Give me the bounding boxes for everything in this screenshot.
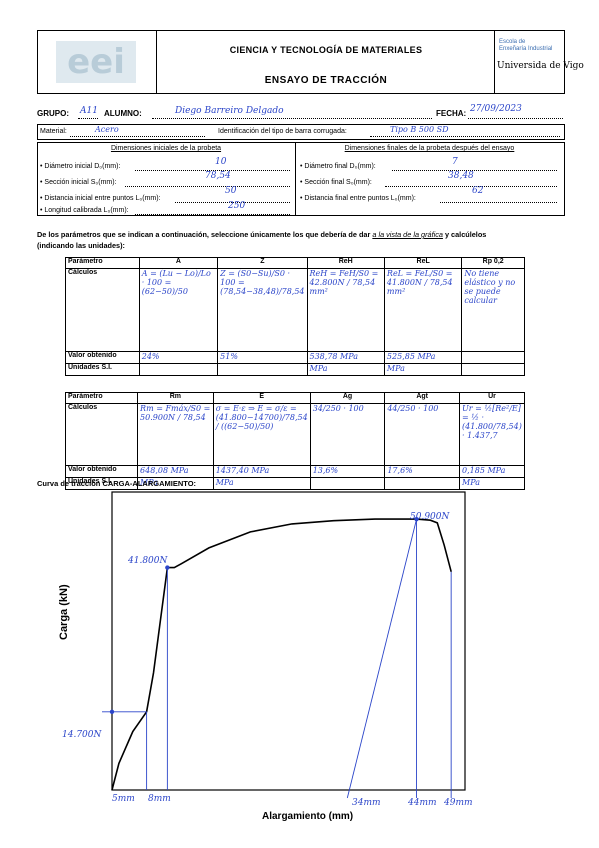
chart-xlabel: Alargamiento (mm)	[262, 811, 354, 822]
school-line1: Escola de	[499, 39, 526, 45]
x-annotation-44mm: 44mm	[408, 798, 437, 808]
school-line2: Enxeñaría Industrial	[499, 46, 553, 52]
fecha-label: FECHA:	[436, 109, 467, 118]
d0-value: 10	[215, 157, 227, 167]
yield-load-annotation: 41.800N	[128, 556, 168, 566]
document-header: eei CIENCIA Y TECNOLOGÍA DE MATERIALES E…	[37, 30, 584, 94]
material-row	[37, 124, 565, 140]
test-title: ENSAYO DE TRACCIÓN	[264, 75, 388, 86]
slope-line-34mm	[346, 519, 417, 799]
s0-label: • Sección inicial S₀(mm):	[40, 179, 117, 186]
barra-label: Identificación del tipo de barra corruga…	[218, 128, 347, 135]
low-load-annotation: 14.700N	[62, 730, 102, 740]
table1-calc-a: A = (Lu − Lo)/Lo · 100 = (62−50)/50	[138, 268, 219, 352]
su-value: 38,48	[448, 171, 474, 181]
table2-calc-e: σ = E·ε ⇒ E = σ/ε = (41.800−14700)/78,54…	[212, 403, 311, 466]
x-annotation-8mm: 8mm	[148, 794, 171, 804]
table1-unit-rp	[461, 363, 525, 376]
x-annotation-5mm: 5mm	[112, 794, 135, 804]
alumno-value: Diego Barreiro Delgado	[175, 106, 284, 116]
instructions-text1: De los parámetros que se indican a conti…	[37, 230, 373, 239]
table1-calc-reh: ReH = FeH/S0 = 42.800N / 78,54 mm²	[306, 268, 385, 352]
table1-calcs-label: Cálculos	[65, 268, 140, 352]
instructions-text3: (indicando las unidades):	[37, 241, 125, 250]
table2-unit-ur: MPa	[459, 477, 525, 490]
table1-unit-rel: MPa	[383, 363, 463, 376]
table1-calc-rel: ReL = FeL/S0 = 41.800N / 78,54 mm²	[383, 268, 463, 352]
final-dims-header: Dimensiones finales de la probeta despué…	[344, 145, 515, 152]
table1-unit-label: Unidades S.I.	[65, 363, 140, 376]
du-value: 7	[452, 157, 458, 167]
grupo-value: A11	[80, 106, 98, 116]
table1-unit-a	[138, 363, 219, 376]
chart-title: Curva de tracción CARGA-ALARGAMIENTO:	[37, 479, 197, 488]
params-table-1: Parámetro A Z ReH ReL Rp 0,2 Cálculos A …	[65, 257, 525, 376]
dimensions-box	[37, 142, 565, 216]
logo-text: eei	[67, 42, 125, 82]
lu-value: 62	[472, 186, 484, 196]
x-annotation-34mm: 34mm	[352, 798, 381, 808]
instructions-text2: y calcúlelos	[442, 230, 487, 239]
chart-plot	[102, 491, 466, 799]
table2-unit-label: Unidades S.I.	[64, 477, 139, 490]
lc-label: • Longitud calibrada L₀(mm):	[40, 207, 129, 214]
alumno-label: ALUMNO:	[104, 109, 142, 118]
d0-label: • Diámetro inicial D₀(mm):	[40, 163, 121, 170]
table2-calcs-label: Cálculos	[64, 403, 139, 466]
chart-ylabel: Carga (kN)	[58, 584, 70, 640]
chart-frame	[111, 491, 466, 791]
table1-unit-reh: MPa	[306, 363, 385, 376]
l-label: • Distancia inicial entre puntos L₀(mm):	[40, 195, 161, 202]
university-logo: Escola de Enxeñaría Industrial Universid…	[494, 31, 584, 93]
table1-calc-z: Z = (S0−Su)/S0 · 100 = (78,54−38,48)/78,…	[217, 268, 308, 352]
grupo-label: GRUPO:	[37, 109, 69, 118]
params-table-2: Parámetro Rm E Ag Agt Ur Cálculos Rm = F…	[64, 392, 525, 490]
lc-value: 250	[228, 201, 246, 211]
su-label: • Sección final S₀(mm):	[300, 179, 372, 186]
marked-point-0	[165, 565, 170, 570]
max-load-annotation: 50.900N	[410, 512, 450, 522]
barra-value: Tipo B 500 SD	[390, 125, 449, 134]
marked-point-2	[109, 709, 115, 714]
marked-point-1	[414, 516, 419, 522]
x-annotation-49mm: 49mm	[444, 798, 473, 808]
material-label: Material:	[40, 128, 67, 135]
course-title: CIENCIA Y TECNOLOGÍA DE MATERIALES	[229, 45, 423, 55]
university-name: Universida de Vigo	[497, 61, 584, 71]
table2-value-label: Valor obtenido	[64, 465, 139, 478]
eei-logo-graphic: eei	[56, 41, 136, 83]
table2-unit-e: MPa	[212, 477, 311, 490]
initial-dims-header: Dimensiones iniciales de la probeta	[110, 145, 222, 152]
instructions: De los parámetros que se indican a conti…	[37, 229, 563, 251]
table2-calc-ur: Ur = ½[Re²/E] = ½ · (41.800/78,54) · 1.4…	[459, 403, 525, 466]
instructions-underlined: a la vista de la gráfica	[372, 230, 443, 239]
s0-value: 78,54	[205, 171, 231, 181]
table1-calc-rp: No tiene elástico y no se puede calcular	[461, 268, 525, 352]
du-label: • Diámetro final D₀(mm):	[300, 163, 376, 170]
eei-logo: eei	[38, 31, 157, 93]
material-value: Acero	[95, 125, 119, 134]
l-value: 50	[225, 186, 237, 196]
lu-label: • Distancia final entre puntos L₀(mm):	[300, 195, 416, 202]
fecha-value: 27/09/2023	[470, 104, 522, 114]
